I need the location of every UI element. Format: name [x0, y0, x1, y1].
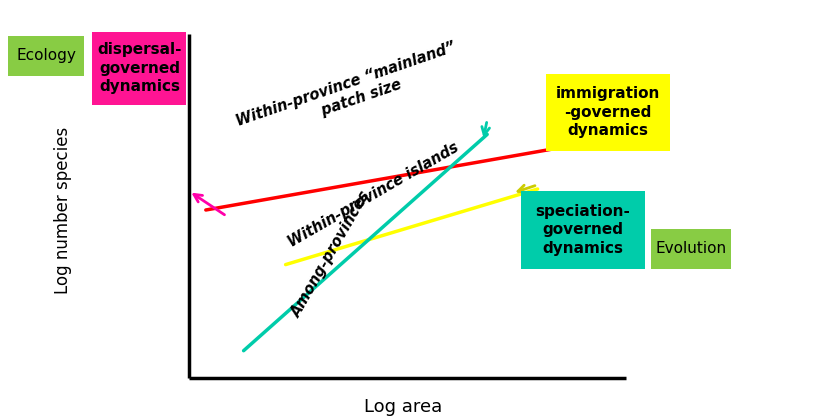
Text: Among-provinces: Among-provinces: [290, 188, 374, 320]
Text: speciation-
governed
dynamics: speciation- governed dynamics: [536, 204, 630, 256]
Text: Within-province islands: Within-province islands: [286, 140, 462, 250]
Text: Evolution: Evolution: [655, 241, 727, 256]
FancyBboxPatch shape: [651, 229, 731, 269]
Text: dispersal-
governed
dynamics: dispersal- governed dynamics: [97, 42, 181, 94]
Text: Log number species: Log number species: [54, 126, 72, 294]
FancyBboxPatch shape: [92, 32, 186, 105]
Text: immigration
-governed
dynamics: immigration -governed dynamics: [556, 86, 660, 139]
FancyBboxPatch shape: [521, 191, 645, 269]
FancyBboxPatch shape: [8, 36, 84, 76]
Text: Within-province “mainland”
    patch size: Within-province “mainland” patch size: [234, 39, 463, 145]
FancyBboxPatch shape: [546, 74, 670, 151]
Text: Log area: Log area: [364, 398, 443, 416]
Text: Ecology: Ecology: [16, 48, 76, 63]
